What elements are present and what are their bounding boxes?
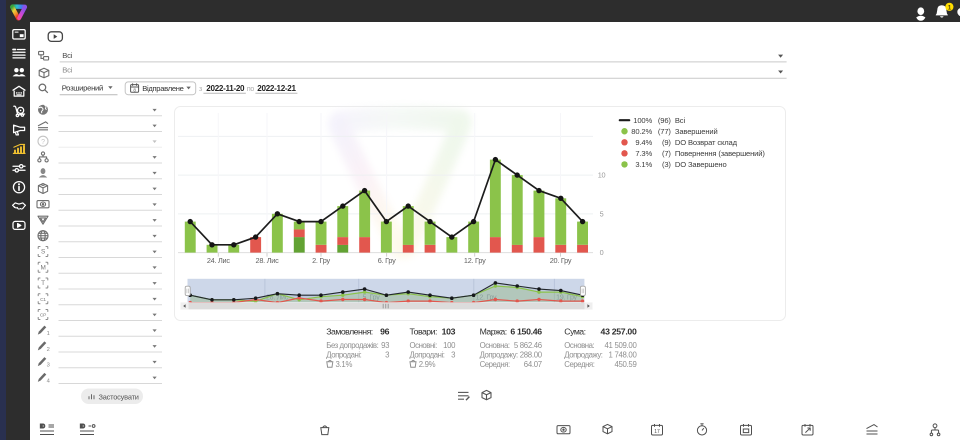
svg-text:(9): (9)	[662, 138, 671, 147]
svg-text:Сума:: Сума:	[564, 327, 585, 337]
svg-text:288.00: 288.00	[520, 350, 543, 359]
svg-text:Допродані:: Допродані:	[410, 350, 445, 359]
svg-text:10: 10	[598, 171, 606, 180]
svg-text:по: по	[247, 86, 255, 93]
svg-text:Всі: Всі	[62, 51, 72, 60]
svg-text:ID: ID	[80, 424, 85, 430]
svg-text:5: 5	[600, 209, 604, 218]
svg-text:Середня:: Середня:	[564, 360, 594, 369]
svg-text:0: 0	[600, 248, 604, 257]
svg-text:Повернення (завершений): Повернення (завершений)	[675, 149, 765, 158]
svg-text:64.07: 64.07	[524, 360, 542, 369]
svg-text:з: з	[199, 86, 202, 93]
svg-text:Відправлене: Відправлене	[142, 84, 183, 93]
svg-text:Замовлення:: Замовлення:	[326, 327, 372, 337]
svg-text:20. Гру: 20. Гру	[550, 256, 572, 265]
svg-text:3: 3	[385, 350, 389, 359]
svg-text:17: 17	[654, 429, 660, 435]
svg-text:?: ?	[41, 139, 45, 146]
svg-text:ID: ID	[40, 424, 45, 430]
svg-text:5 862.46: 5 862.46	[514, 341, 542, 350]
svg-text:41 509.00: 41 509.00	[605, 341, 638, 350]
svg-text:Розширений: Розширений	[62, 83, 103, 92]
svg-text:450.59: 450.59	[614, 360, 636, 369]
svg-text:Без допродажів:: Без допродажів:	[326, 341, 378, 350]
svg-text:CP: CP	[40, 313, 46, 319]
svg-text:Допродані:: Допродані:	[326, 350, 361, 359]
svg-text:1 748.00: 1 748.00	[609, 350, 638, 359]
svg-text:8: 8	[133, 87, 136, 92]
svg-text:3.1%: 3.1%	[635, 160, 652, 169]
svg-text:Застосувати: Застосувати	[99, 393, 139, 402]
svg-text:(3): (3)	[662, 160, 671, 169]
svg-text:Товари:: Товари:	[410, 327, 437, 337]
svg-text:T: T	[41, 280, 45, 287]
svg-text:Всі: Всі	[62, 66, 72, 75]
svg-text:(77): (77)	[658, 127, 672, 136]
svg-text:24. Лис: 24. Лис	[207, 256, 231, 265]
svg-text:Допродажу:: Допродажу:	[480, 350, 518, 359]
svg-text:Маржа:: Маржа:	[480, 327, 507, 337]
svg-text:3.1%: 3.1%	[336, 360, 353, 369]
svg-text:2. Гру: 2. Гру	[312, 256, 330, 265]
svg-text:DO Возврат склад: DO Возврат склад	[675, 138, 738, 147]
svg-text:1: 1	[47, 331, 50, 337]
svg-text:93: 93	[381, 341, 389, 350]
svg-text:12. Гру: 12. Гру	[476, 295, 497, 302]
svg-text:Допродажу:: Допродажу:	[564, 350, 602, 359]
svg-text:1: 1	[948, 4, 952, 11]
svg-text:28. Лис: 28. Лис	[266, 295, 289, 302]
svg-text:2.9%: 2.9%	[419, 360, 436, 369]
svg-text:M: M	[40, 264, 45, 271]
svg-text:100: 100	[443, 341, 456, 350]
svg-text:Всі: Всі	[675, 116, 686, 125]
svg-text:Завершений: Завершений	[675, 127, 718, 136]
svg-text:(7): (7)	[662, 149, 671, 158]
svg-text:3: 3	[451, 350, 455, 359]
svg-text:Основні:: Основні:	[410, 341, 438, 350]
svg-text:28. Лис: 28. Лис	[256, 256, 280, 265]
svg-text:Основна:: Основна:	[564, 341, 594, 350]
svg-text:9.4%: 9.4%	[635, 138, 652, 147]
svg-text:2022-11-20: 2022-11-20	[206, 84, 245, 93]
svg-text:12. Гру: 12. Гру	[464, 256, 486, 265]
svg-text:Середня:: Середня:	[480, 360, 510, 369]
svg-text:(96): (96)	[658, 116, 672, 125]
svg-text:5. Гру: 5. Гру	[363, 295, 381, 302]
svg-text:4: 4	[47, 378, 51, 384]
svg-text:19. Гру: 19. Гру	[556, 295, 577, 302]
svg-text:100%: 100%	[633, 116, 652, 125]
svg-text:C1: C1	[40, 297, 46, 303]
svg-text:DO Завершено: DO Завершено	[675, 160, 727, 169]
svg-text:103: 103	[442, 327, 456, 337]
svg-text:80.2%: 80.2%	[631, 127, 652, 136]
svg-text:3: 3	[47, 363, 50, 369]
svg-text:Основна:: Основна:	[480, 341, 510, 350]
svg-text:6. Гру: 6. Гру	[378, 256, 396, 265]
svg-text:2: 2	[47, 347, 50, 353]
svg-text:6 150.46: 6 150.46	[510, 327, 542, 337]
svg-text:43 257.00: 43 257.00	[601, 327, 637, 337]
svg-text:96: 96	[380, 327, 390, 337]
svg-text:S: S	[41, 249, 45, 256]
svg-text:7.3%: 7.3%	[635, 149, 652, 158]
svg-text:2022-12-21: 2022-12-21	[257, 84, 296, 93]
